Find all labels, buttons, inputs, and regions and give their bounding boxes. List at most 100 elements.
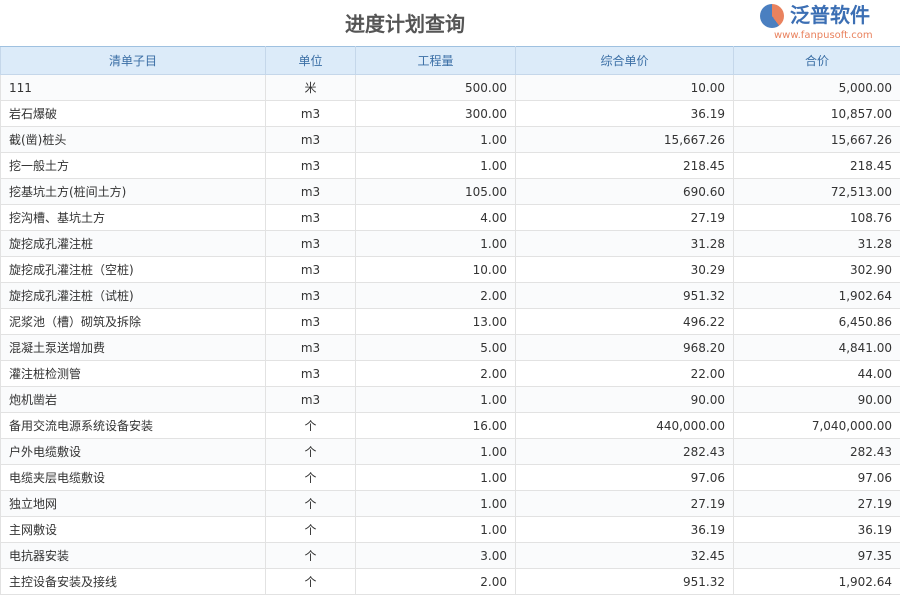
cell-item: 备用交流电源系统设备安装	[0, 412, 266, 439]
cell-quantity: 1.00	[355, 126, 516, 153]
cell-unit-price: 31.28	[515, 230, 734, 257]
table-row[interactable]: 电抗器安装个 3.00 32.45 97.35	[0, 542, 900, 569]
cell-quantity: 10.00	[355, 256, 516, 283]
logo-icon	[760, 4, 784, 28]
cell-unit-price: 97.06	[515, 464, 734, 491]
cell-total: 72,513.00	[733, 178, 900, 205]
col-item[interactable]: 清单子目	[0, 46, 266, 75]
cell-total: 31.28	[733, 230, 900, 257]
cell-unit: m3	[265, 308, 356, 335]
cell-unit: 个	[265, 464, 356, 491]
cell-total: 36.19	[733, 516, 900, 543]
table-row[interactable]: 挖一般土方 m3 1.00 218.45 218.45	[0, 152, 900, 179]
cell-total: 4,841.00	[733, 334, 900, 361]
cell-item: 挖一般土方	[0, 152, 266, 179]
col-quantity[interactable]: 工程量	[355, 46, 516, 75]
table-row[interactable]: 户外电缆敷设个 1.00 282.43 282.43	[0, 438, 900, 465]
cell-unit-price: 218.45	[515, 152, 734, 179]
cell-item: 独立地网	[0, 490, 266, 517]
cell-unit: 个	[265, 568, 356, 595]
table-row[interactable]: 主网敷设个 1.00 36.19 36.19	[0, 516, 900, 543]
table-row[interactable]: 旋挖成孔灌注桩 m3 1.00 31.28 31.28	[0, 230, 900, 257]
cell-item: 旋挖成孔灌注桩（试桩)	[0, 282, 266, 309]
cell-total: 302.90	[733, 256, 900, 283]
cell-item: 旋挖成孔灌注桩	[0, 230, 266, 257]
col-unit[interactable]: 单位	[265, 46, 356, 75]
cell-total: 10,857.00	[733, 100, 900, 127]
page-title: 进度计划查询	[345, 12, 465, 36]
cell-total: 1,902.64	[733, 568, 900, 595]
cell-unit: 个	[265, 412, 356, 439]
cell-quantity: 1.00	[355, 516, 516, 543]
table-row[interactable]: 混凝土泵送增加费 m3 5.00 968.20 4,841.00	[0, 334, 900, 361]
cell-unit: 个	[265, 542, 356, 569]
table-row[interactable]: 挖基坑土方(桩间土方) m3 105.00 690.60 72,513.00	[0, 178, 900, 205]
cell-total: 5,000.00	[733, 74, 900, 101]
cell-unit-price: 27.19	[515, 204, 734, 231]
cell-quantity: 13.00	[355, 308, 516, 335]
cell-item: 旋挖成孔灌注桩（空桩)	[0, 256, 266, 283]
cell-quantity: 3.00	[355, 542, 516, 569]
table-row[interactable]: 岩石爆破 m3 300.00 36.19 10,857.00	[0, 100, 900, 127]
table-row[interactable]: 旋挖成孔灌注桩（空桩) m3 10.00 30.29 302.90	[0, 256, 900, 283]
cell-unit: m3	[265, 282, 356, 309]
cell-item: 电缆夹层电缆敷设	[0, 464, 266, 491]
cell-total: 1,902.64	[733, 282, 900, 309]
cell-item: 主网敷设	[0, 516, 266, 543]
table-row[interactable]: 电缆夹层电缆敷设个 1.00 97.06 97.06	[0, 464, 900, 491]
cell-quantity: 300.00	[355, 100, 516, 127]
table-row[interactable]: 111 米 500.00 10.00 5,000.00	[0, 74, 900, 101]
table-row[interactable]: 泥浆池（槽）砌筑及拆除 m3 13.00 496.22 6,450.86	[0, 308, 900, 335]
cell-item: 炮机凿岩	[0, 386, 266, 413]
cell-unit-price: 440,000.00	[515, 412, 734, 439]
table-row[interactable]: 备用交流电源系统设备安装个 16.00 440,000.00 7,040,000.00	[0, 412, 900, 439]
table-row[interactable]: 独立地网个 1.00 27.19 27.19	[0, 490, 900, 517]
cell-total: 15,667.26	[733, 126, 900, 153]
cell-quantity: 16.00	[355, 412, 516, 439]
table-row[interactable]: 主控设备安装及接线个 2.00 951.32 1,902.64	[0, 568, 900, 595]
cell-item: 岩石爆破	[0, 100, 266, 127]
cell-unit: 个	[265, 438, 356, 465]
col-total[interactable]: 合价	[733, 46, 900, 75]
table-header: 清单子目 单位 工程量 综合单价 合价	[0, 46, 900, 75]
table-row[interactable]: 截(凿)桩头 m3 1.00 15,667.26 15,667.26	[0, 126, 900, 153]
cell-quantity: 4.00	[355, 204, 516, 231]
cell-unit-price: 36.19	[515, 516, 734, 543]
cell-total: 7,040,000.00	[733, 412, 900, 439]
cell-item: 截(凿)桩头	[0, 126, 266, 153]
cell-unit: m3	[265, 126, 356, 153]
cell-item: 灌注桩检测管	[0, 360, 266, 387]
cell-total: 97.35	[733, 542, 900, 569]
cell-unit-price: 496.22	[515, 308, 734, 335]
cell-quantity: 1.00	[355, 438, 516, 465]
table-row[interactable]: 挖沟槽、基坑土方 m3 4.00 27.19 108.76	[0, 204, 900, 231]
cell-unit-price: 15,667.26	[515, 126, 734, 153]
cell-unit-price: 10.00	[515, 74, 734, 101]
cell-unit: m3	[265, 334, 356, 361]
cell-quantity: 105.00	[355, 178, 516, 205]
cell-unit-price: 30.29	[515, 256, 734, 283]
cell-quantity: 500.00	[355, 74, 516, 101]
cell-unit: m3	[265, 386, 356, 413]
cell-unit: 个	[265, 490, 356, 517]
cell-unit: m3	[265, 178, 356, 205]
cell-quantity: 1.00	[355, 230, 516, 257]
cell-total: 6,450.86	[733, 308, 900, 335]
logo-text: 泛普软件	[790, 3, 870, 27]
table-body: 111 米 500.00 10.00 5,000.00 岩石爆破 m3 300.00 36.19…	[0, 74, 900, 595]
cell-total: 218.45	[733, 152, 900, 179]
cell-unit-price: 36.19	[515, 100, 734, 127]
cell-total: 44.00	[733, 360, 900, 387]
cell-unit: m3	[265, 152, 356, 179]
table-row[interactable]: 灌注桩检测管 m3 2.00 22.00 44.00	[0, 360, 900, 387]
cell-unit-price: 27.19	[515, 490, 734, 517]
cell-item: 电抗器安装	[0, 542, 266, 569]
cell-unit: m3	[265, 100, 356, 127]
col-unit-price[interactable]: 综合单价	[515, 46, 734, 75]
table-row[interactable]: 旋挖成孔灌注桩（试桩) m3 2.00 951.32 1,902.64	[0, 282, 900, 309]
cell-total: 108.76	[733, 204, 900, 231]
cell-unit-price: 951.32	[515, 282, 734, 309]
watermark-logo: 泛普软件 www.fanpusoft.com	[760, 2, 895, 44]
table-row[interactable]: 炮机凿岩 m3 1.00 90.00 90.00	[0, 386, 900, 413]
cell-total: 97.06	[733, 464, 900, 491]
